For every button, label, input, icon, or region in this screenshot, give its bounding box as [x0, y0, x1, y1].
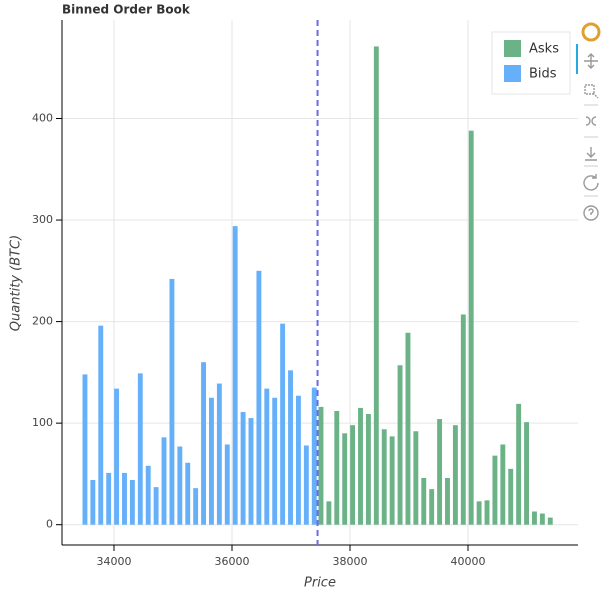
bar [342, 433, 348, 525]
x-tick-label: 36000 [214, 555, 249, 568]
bar [185, 462, 191, 525]
bokeh-logo[interactable] [581, 22, 601, 42]
bar [358, 407, 363, 525]
y-axis-label: Quantity (BTC) [9, 235, 24, 331]
bar [145, 465, 151, 525]
bar [516, 403, 522, 525]
bar [280, 323, 286, 525]
bar [539, 513, 545, 525]
y-tick-label: 400 [32, 112, 53, 125]
bar [169, 278, 175, 525]
x-tick-label: 34000 [96, 555, 131, 568]
active-tool-marker [576, 44, 578, 74]
bar [240, 411, 246, 525]
bar [82, 374, 88, 525]
bar [248, 418, 254, 525]
bar [114, 388, 120, 525]
bar [303, 445, 309, 525]
bar [381, 429, 387, 525]
reset-tool[interactable] [583, 174, 599, 191]
wheel-zoom-tool[interactable] [585, 116, 597, 126]
bar [153, 487, 159, 525]
legend-swatch [504, 65, 521, 82]
bar [98, 325, 104, 525]
bar [421, 477, 427, 525]
y-tick-label: 100 [32, 416, 53, 429]
bar [326, 501, 332, 525]
y-tick-label: 200 [32, 315, 53, 328]
bar [350, 425, 356, 525]
x-axis-label: Price [304, 576, 336, 591]
bar [201, 362, 207, 525]
bar [532, 511, 537, 525]
toolbar [576, 22, 601, 221]
y-tick-label: 0 [46, 518, 53, 531]
bar [311, 387, 317, 525]
bar [452, 425, 458, 525]
bar [90, 480, 96, 525]
bar [122, 472, 127, 525]
bar [437, 419, 443, 525]
bar [264, 388, 270, 525]
bar [106, 472, 112, 525]
bar [365, 414, 371, 525]
bar [232, 226, 238, 525]
bar [445, 477, 450, 525]
legend-label: Bids [529, 67, 557, 82]
bar [405, 332, 411, 525]
bar [429, 489, 435, 525]
bar [334, 410, 340, 525]
legend-swatch [504, 40, 521, 57]
bar [224, 444, 230, 525]
x-tick-label: 38000 [333, 555, 368, 568]
bar [216, 383, 222, 525]
bar [272, 397, 278, 525]
bar [484, 500, 490, 525]
bar [137, 373, 143, 525]
chart-title: Binned Order Book [62, 3, 191, 17]
save-tool[interactable] [585, 147, 597, 161]
bar [476, 501, 482, 525]
bar [209, 397, 214, 525]
help-tool[interactable] [583, 205, 599, 221]
y-tick-label: 300 [32, 213, 53, 226]
bar [129, 480, 135, 525]
bar [413, 431, 419, 525]
bar [256, 270, 262, 525]
bar [500, 444, 506, 525]
legend-label: Asks [529, 42, 559, 57]
bar [288, 370, 293, 525]
x-tick-label: 40000 [451, 555, 486, 568]
bar [492, 455, 498, 525]
bar [460, 314, 466, 525]
bar [397, 365, 403, 525]
bar [468, 130, 474, 525]
bar [508, 468, 514, 525]
help-glyph [588, 208, 594, 215]
bar [524, 422, 529, 525]
bar [193, 488, 199, 525]
box-zoom-tool[interactable] [584, 84, 599, 99]
toolbar-divider [584, 104, 598, 197]
bar [547, 517, 553, 525]
bar [373, 46, 379, 525]
bar [389, 436, 395, 525]
bar [177, 446, 183, 525]
bar [318, 406, 324, 525]
bar [161, 437, 167, 525]
bar [295, 395, 301, 525]
pan-tool[interactable] [584, 53, 598, 69]
